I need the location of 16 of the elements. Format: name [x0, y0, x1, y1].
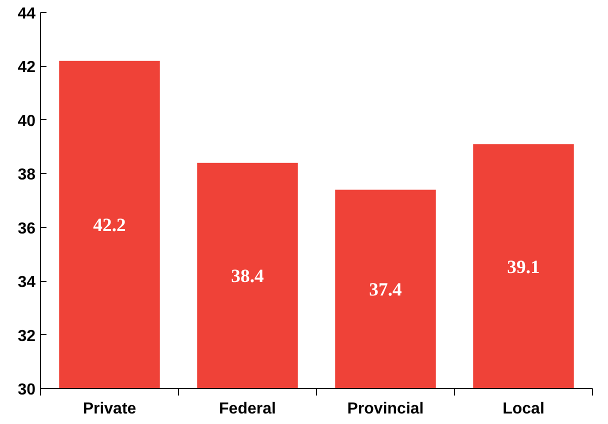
- y-tick-label: 44: [18, 6, 36, 22]
- x-tick-label: Local: [502, 400, 544, 418]
- data-label: 42.2: [93, 215, 126, 236]
- y-tick-label: 32: [18, 328, 36, 345]
- x-tick-label: Federal: [219, 400, 276, 418]
- y-tick-label: 38: [18, 166, 36, 184]
- data-label: 39.1: [507, 256, 540, 278]
- x-tick-label: Provincial: [347, 400, 424, 418]
- y-tick-label: 36: [18, 220, 36, 238]
- y-tick-label: 42: [18, 59, 36, 76]
- y-tick-label: 40: [18, 112, 36, 130]
- data-label: 37.4: [369, 280, 402, 301]
- data-label: 38.4: [231, 266, 264, 288]
- y-tick-label: 34: [18, 274, 36, 292]
- x-tick-label: Private: [82, 400, 136, 418]
- y-tick-label: 30: [18, 382, 36, 398]
